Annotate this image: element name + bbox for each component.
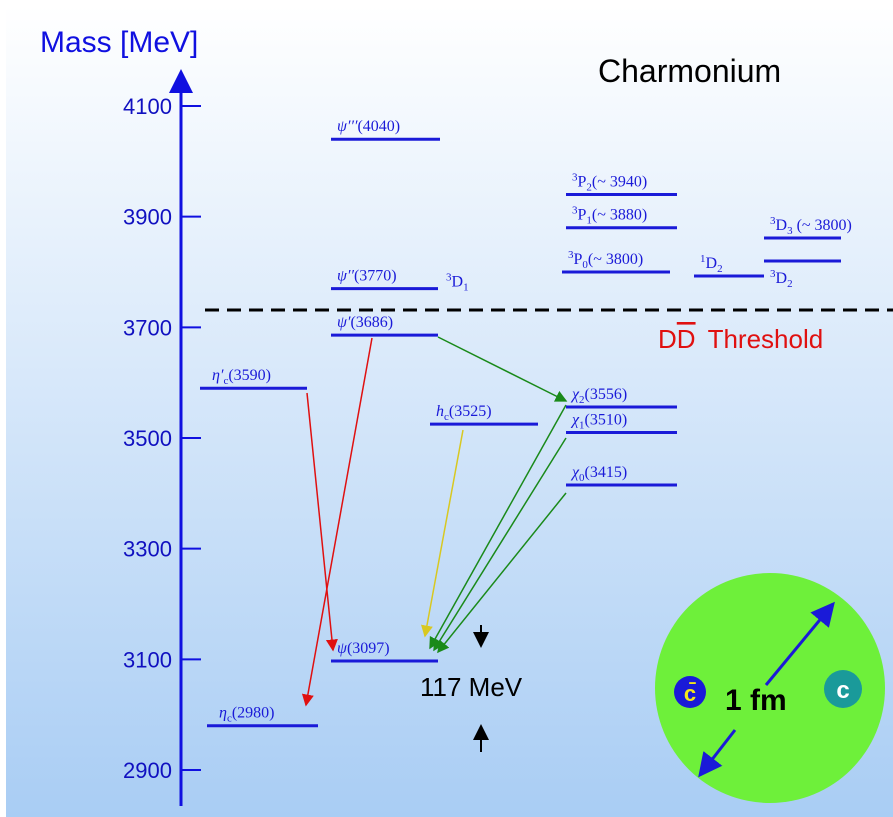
level: χ1(3510) xyxy=(570,411,627,431)
label-rest: (3525) xyxy=(449,403,492,420)
level-label: 3P0(~ 3800) xyxy=(568,249,643,271)
threshold-text: Threshold xyxy=(708,324,824,354)
level-label: 3P1(~ 3880) xyxy=(572,205,647,227)
label-symbol: D xyxy=(452,274,464,291)
label-rest: (~ 3940) xyxy=(592,174,647,191)
level-label: ψ′′′(4040) xyxy=(337,118,400,135)
level: ψ(3097) xyxy=(337,640,390,657)
level: ψ′(3686) xyxy=(337,314,393,331)
label-symbol: ψ′ xyxy=(337,314,351,331)
level: η′c(3590) xyxy=(212,367,271,387)
label-sub: 2 xyxy=(717,263,723,275)
threshold-label: DD Threshold xyxy=(658,324,823,354)
label-rest: (3556) xyxy=(585,386,628,403)
label-rest: (3686) xyxy=(350,314,393,331)
label-rest: (~ 3880) xyxy=(592,207,647,224)
tick-label: 3500 xyxy=(123,426,172,451)
tick-label: 2900 xyxy=(123,758,172,783)
threshold-d: D xyxy=(658,324,677,354)
threshold-dbar: D xyxy=(677,324,696,354)
quark-label: c xyxy=(836,677,849,704)
label-symbol: D xyxy=(776,270,788,287)
label-rest: (3097) xyxy=(347,640,390,657)
page: {"axis": {"title": "Mass [MeV]", "ylim":… xyxy=(0,0,893,817)
level: 3D3 (~ 3800) xyxy=(770,215,852,237)
label-sub: 1 xyxy=(463,282,469,294)
label-symbol: ψ′′ xyxy=(337,268,354,285)
level-label: ψ(3097) xyxy=(337,640,390,657)
label-rest: (~ 3800) xyxy=(588,251,643,268)
level: 3P0(~ 3800) xyxy=(568,249,643,271)
label-rest: (3510) xyxy=(585,411,628,428)
title: Charmonium xyxy=(598,53,781,89)
label-rest: (3590) xyxy=(228,367,271,384)
level: χ2(3556) xyxy=(570,386,627,406)
level: ψ′′′(4040) xyxy=(337,118,400,135)
label-rest: (3770) xyxy=(354,268,397,285)
label-rest: (3415) xyxy=(585,464,628,481)
antiquark-label: c̄ xyxy=(684,681,697,706)
level-label: χ1(3510) xyxy=(570,411,627,431)
label-symbol: P xyxy=(578,207,587,224)
tick-label: 4100 xyxy=(123,94,172,119)
level-label: 3P2(~ 3940) xyxy=(572,172,647,194)
level: 3P1(~ 3880) xyxy=(572,205,647,227)
level-label: ψ′′(3770) xyxy=(337,268,397,285)
tick-label: 3900 xyxy=(123,205,172,230)
size-sketch: c̄ 1 fm c xyxy=(655,573,885,803)
level: 3P2(~ 3940) xyxy=(572,172,647,194)
label-rest: (~ 3800) xyxy=(793,217,852,234)
level-label: χ0(3415) xyxy=(570,464,627,484)
tick-label: 3300 xyxy=(123,537,172,562)
label-symbol: η′ xyxy=(212,367,224,384)
level: χ0(3415) xyxy=(570,464,627,484)
label-symbol: P xyxy=(574,251,583,268)
level-label: η′c(3590) xyxy=(212,367,271,387)
label-symbol: h xyxy=(436,403,444,420)
label-symbol: η xyxy=(219,705,227,722)
label-rest: (4040) xyxy=(357,118,400,135)
diagram: Mass [MeV] Charmonium DDThreshold 117 Me… xyxy=(0,0,893,817)
label-rest: (2980) xyxy=(232,705,275,722)
label-symbol: D xyxy=(776,217,788,234)
axis-title: Mass [MeV] xyxy=(40,26,198,59)
label-symbol: P xyxy=(578,174,587,191)
size-label: 1 fm xyxy=(725,684,787,717)
level-label: ψ′(3686) xyxy=(337,314,393,331)
label-symbol: D xyxy=(706,255,718,272)
level-label: χ2(3556) xyxy=(570,386,627,406)
label-symbol: ψ′′′ xyxy=(337,118,358,135)
level-label: 3D3 (~ 3800) xyxy=(770,215,852,237)
tick-label: 3700 xyxy=(123,315,172,340)
splitting-label: 117 MeV xyxy=(420,672,523,702)
label-sub: 2 xyxy=(787,278,793,290)
tick-label: 3100 xyxy=(123,647,172,672)
